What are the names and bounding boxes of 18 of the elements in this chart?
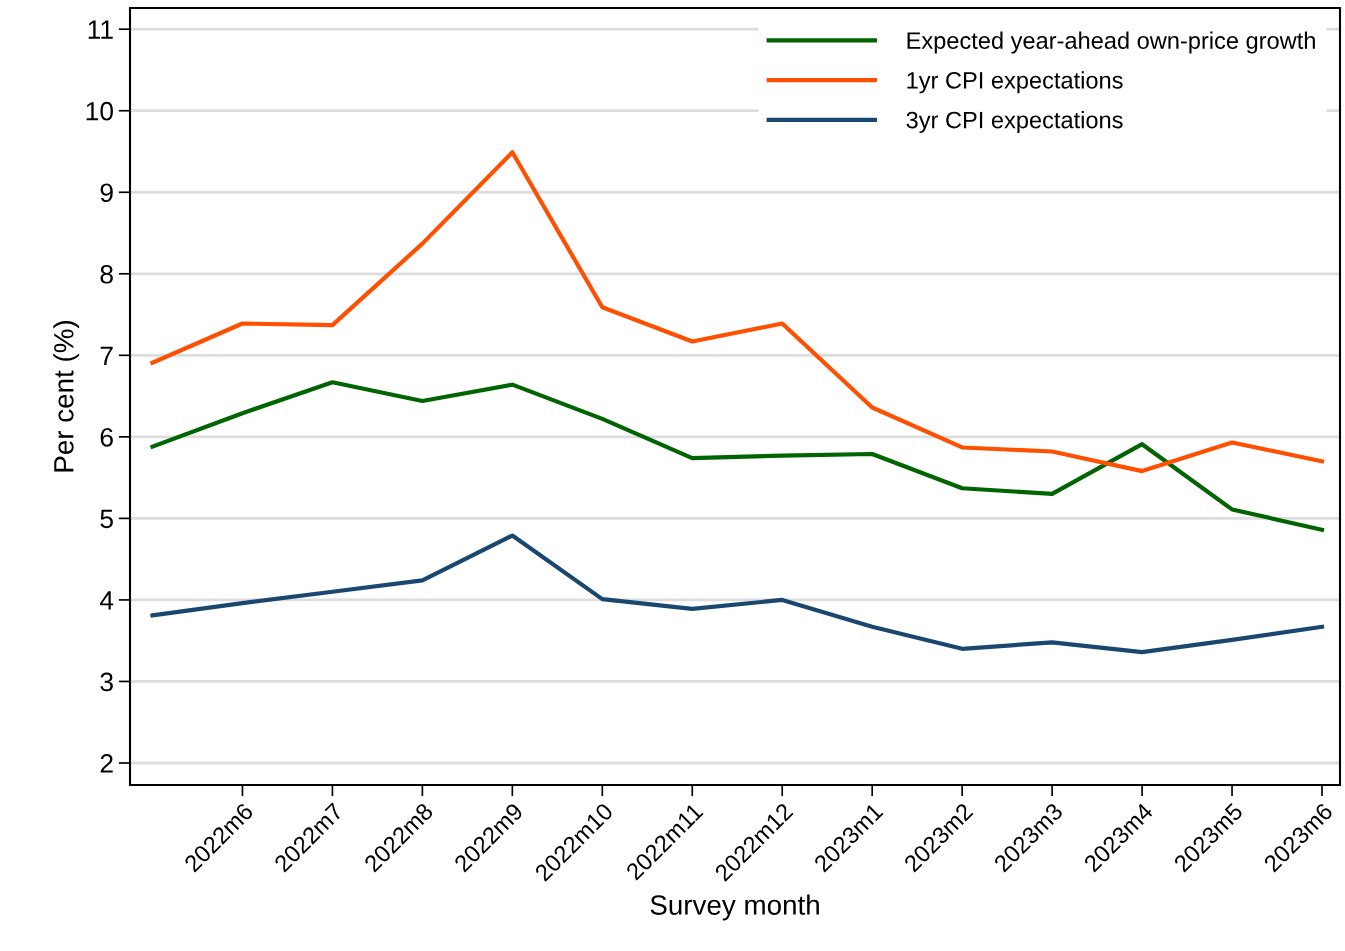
- legend-label: 3yr CPI expectations: [906, 111, 1123, 134]
- y-tick-label: 4: [99, 591, 114, 610]
- x-axis-title: Survey month: [650, 894, 819, 921]
- legend-label: 1yr CPI expectations: [907, 71, 1123, 94]
- y-tick-label: 7: [100, 346, 113, 365]
- y-tick-label: 2: [100, 754, 113, 773]
- y-axis-title: Per cent (%): [53, 321, 80, 472]
- y-tick-label: 5: [100, 509, 113, 529]
- y-tick-label: 8: [100, 264, 113, 284]
- legend-label: Expected year-ahead own-price growth: [907, 31, 1315, 54]
- line-series: [150, 380, 1325, 532]
- y-tick-label: 3: [100, 672, 113, 692]
- line-series: [150, 150, 1325, 474]
- line-series: [150, 533, 1325, 655]
- y-tick-label: 11: [88, 20, 113, 39]
- y-tick-label: 6: [100, 427, 113, 447]
- y-tick-label: 9: [100, 183, 113, 203]
- y-tick-label: 10: [86, 101, 113, 121]
